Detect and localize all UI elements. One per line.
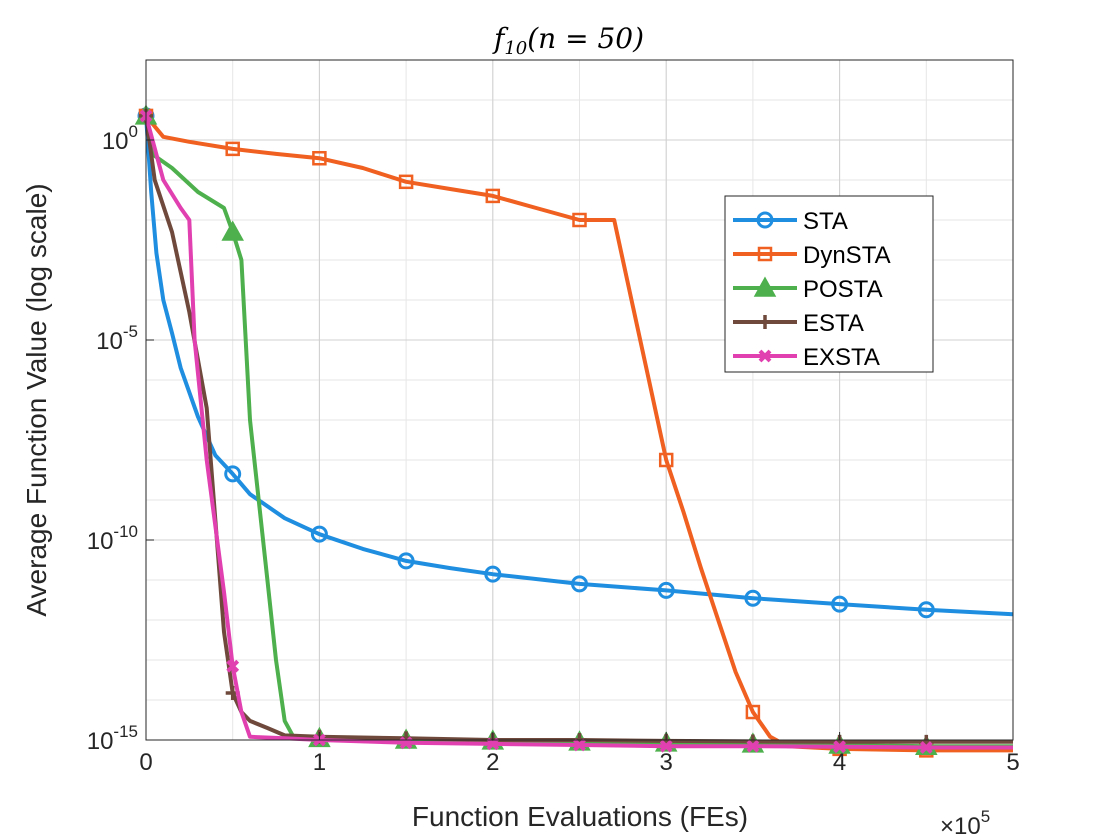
chart-title: f10(n = 50) <box>492 22 644 59</box>
y-axis-label: Average Function Value (log scale) <box>21 183 52 616</box>
legend-label: STA <box>803 208 848 235</box>
series-line-posta <box>144 115 1013 749</box>
data-point-dynsta <box>312 150 327 166</box>
data-point-sta <box>484 565 502 583</box>
y-tick-label: 10-10 <box>87 522 138 555</box>
data-point-dynsta <box>745 704 761 720</box>
legend-marker <box>753 276 777 297</box>
x-tick-label: 3 <box>660 749 673 776</box>
x-tick-label: 5 <box>1006 749 1019 776</box>
legend-marker <box>757 246 773 262</box>
data-point-exsta <box>486 737 500 751</box>
plot-border <box>145 59 1014 741</box>
x-axis-scale-factor: ×105 <box>940 807 990 840</box>
legend-marker <box>758 315 772 329</box>
legend-marker <box>756 211 774 229</box>
legend-label: DynSTA <box>803 242 891 269</box>
legend-item-sta: STA <box>733 208 848 235</box>
data-point-dynsta <box>485 188 501 204</box>
x-tick-label: 4 <box>833 749 846 776</box>
data-point-sta <box>831 595 849 613</box>
data-point-exsta <box>833 740 847 754</box>
data-point-sta <box>657 581 675 599</box>
data-point-exsta <box>746 739 760 753</box>
x-tick-label: 2 <box>486 749 499 776</box>
data-point-posta <box>221 220 244 241</box>
series-line-sta <box>144 115 1014 617</box>
data-point-exsta <box>659 739 673 753</box>
data-point-sta <box>397 552 415 570</box>
legend-item-posta: POSTA <box>733 276 883 303</box>
data-point-sta <box>744 589 762 607</box>
data-point-dynsta <box>398 174 414 190</box>
legend-marker <box>758 349 772 363</box>
data-point-exsta <box>573 738 586 752</box>
y-tick-label: 100 <box>102 122 138 155</box>
data-point-dynsta <box>658 452 674 468</box>
y-tick-label: 10-15 <box>87 722 138 755</box>
x-tick-label: 0 <box>139 749 152 776</box>
data-point-sta <box>571 575 588 593</box>
data-point-exsta <box>226 659 240 673</box>
data-point-exsta <box>919 741 933 754</box>
legend: STA DynSTA POSTA ESTA EXSTA <box>724 195 934 373</box>
series-line-exsta <box>144 115 1013 750</box>
series-layer <box>134 104 1014 758</box>
x-tick-label: 1 <box>313 749 326 776</box>
data-point-sta <box>917 601 935 619</box>
data-point-sta <box>224 465 242 483</box>
data-point-dynsta <box>572 212 587 228</box>
data-point-exsta <box>399 736 413 750</box>
legend-item-esta: ESTA <box>733 310 864 337</box>
legend-item-dynsta: DynSTA <box>733 242 891 269</box>
legend-item-exsta: EXSTA <box>733 344 880 371</box>
data-point-sta <box>310 525 328 543</box>
axis-ticks: 0 1 2 3 4 5 100 10-5 10-10 10-15 <box>87 122 1020 776</box>
legend-label: EXSTA <box>803 344 880 371</box>
legend-label: ESTA <box>803 310 864 337</box>
y-tick-label: 10-5 <box>96 322 138 355</box>
series-exsta <box>139 109 1013 754</box>
legend-label: POSTA <box>803 276 883 303</box>
x-axis-label: Function Evaluations (FEs) <box>412 801 748 832</box>
series-line-dynsta <box>144 114 1013 753</box>
data-point-dynsta <box>225 141 240 157</box>
